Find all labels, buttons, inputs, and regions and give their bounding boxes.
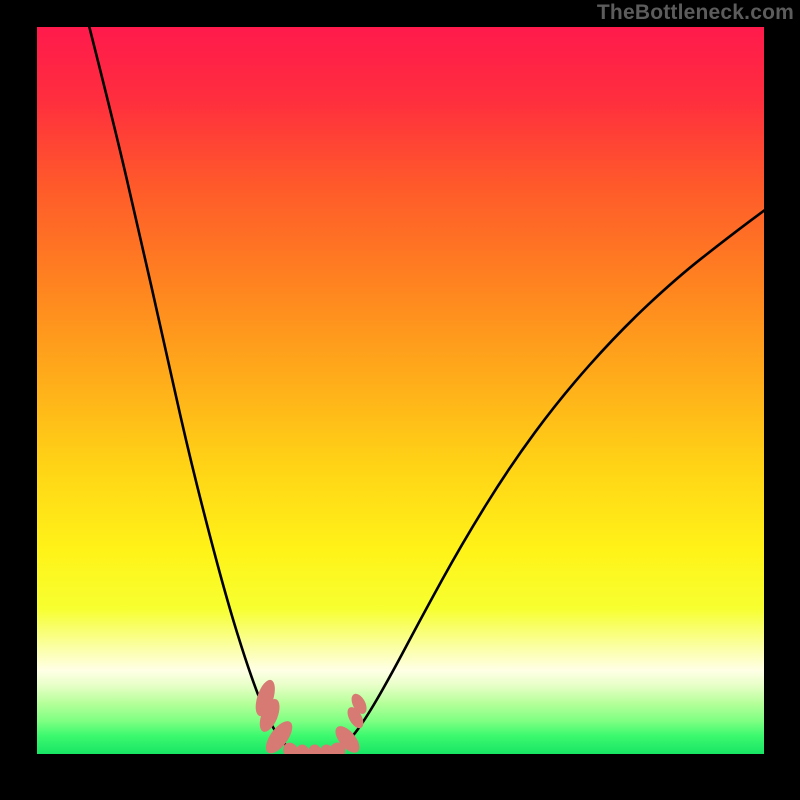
watermark-text: TheBottleneck.com [597,1,794,25]
bottleneck-chart [0,0,800,800]
gradient-background [37,27,764,754]
